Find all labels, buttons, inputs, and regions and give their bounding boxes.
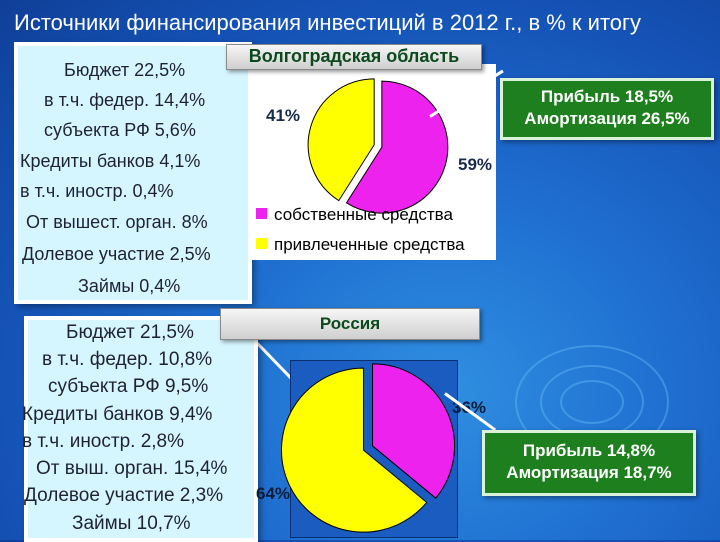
volgograd-sources-box: Бюджет 22,5% в т.ч. федер. 14,4% субъект… [14,42,252,304]
volgograd-attracted-slice [307,78,375,202]
legend-own-label: собственные средства [274,205,454,224]
volgograd-line: Бюджет 22,5% [64,60,186,80]
russia-attracted-pct: 64% [256,484,291,503]
russia-line: Займы 10,7% [72,513,191,534]
volgograd-line: в т.ч. федер. 14,4% [44,90,206,110]
russia-sources-box: Бюджет 21,5% в т.ч. федер. 10,8% субъект… [22,316,258,542]
russia-line: От выш. орган. 15,4% [36,458,228,479]
russia-line: Долевое участие 2,3% [24,485,224,506]
russia-line: в т.ч. иностр. 2,8% [22,431,185,452]
russia-line: в т.ч. федер. 10,8% [42,349,213,370]
russia-own-box: Прибыль 14,8% Амортизация 18,7% [482,430,696,496]
volgograd-own-line: Амортизация 26,5% [524,109,690,128]
volgograd-line: Долевое участие 2,5% [22,244,211,264]
russia-own-line: Прибыль 14,8% [522,441,656,460]
russia-attracted-slice [280,367,428,533]
volgograd-own-box: Прибыль 18,5% Амортизация 26,5% [500,78,714,140]
russia-line: Кредиты банков 9,4% [22,404,213,425]
russia-line: субъекта РФ 9,5% [48,376,209,397]
volgograd-line: в т.ч. иностр. 0,4% [20,181,174,201]
volgograd-attracted-pct: 41% [266,106,301,125]
russia-line: Бюджет 21,5% [66,322,194,343]
russia-own-line: Амортизация 18,7% [506,463,672,482]
volgograd-line: субъекта РФ 5,6% [44,120,196,140]
volgograd-banner: Волгоградская область [226,44,482,70]
volgograd-line: От вышест. орган. 8% [26,212,208,232]
russia-banner: Россия [220,308,480,340]
page-title: Источники финансирования инвестиций в 20… [14,10,642,35]
volgograd-line: Займы 0,4% [78,276,181,296]
russia-own-slice [372,363,455,499]
legend-attracted-label: привлеченные средства [274,235,465,254]
legend-attracted-swatch [256,238,267,249]
volgograd-own-pct: 59% [458,155,493,174]
legend-own-swatch [256,208,267,219]
volgograd-own-slice [345,80,449,214]
volgograd-own-line: Прибыль 18,5% [540,87,674,106]
volgograd-line: Кредиты банков 4,1% [20,151,201,171]
volgograd-pie-chart: собственные средства привлеченные средст… [256,78,465,254]
russia-pie-chart [280,363,455,533]
